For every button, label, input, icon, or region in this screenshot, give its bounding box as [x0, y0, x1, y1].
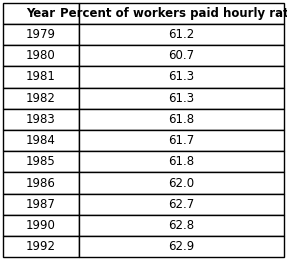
Bar: [79, 88, 284, 109]
Text: 62.0: 62.0: [168, 177, 195, 190]
Text: Percent of workers paid hourly rates: Percent of workers paid hourly rates: [60, 7, 287, 20]
Bar: [3, 215, 79, 236]
Bar: [79, 151, 284, 172]
Text: 1981: 1981: [26, 70, 56, 83]
Text: 1984: 1984: [26, 134, 56, 147]
Text: 1982: 1982: [26, 92, 56, 105]
Text: 1992: 1992: [26, 240, 56, 253]
Bar: [3, 130, 79, 151]
Text: 1983: 1983: [26, 113, 56, 126]
Bar: [79, 130, 284, 151]
Text: 61.8: 61.8: [168, 155, 195, 168]
Text: 1987: 1987: [26, 198, 56, 211]
Bar: [79, 194, 284, 215]
Bar: [79, 3, 284, 24]
Bar: [79, 215, 284, 236]
Text: 61.2: 61.2: [168, 28, 195, 41]
Bar: [3, 109, 79, 130]
Text: 62.9: 62.9: [168, 240, 195, 253]
Text: 1986: 1986: [26, 177, 56, 190]
Bar: [3, 45, 79, 66]
Bar: [3, 236, 79, 257]
Bar: [3, 88, 79, 109]
Text: 60.7: 60.7: [168, 49, 195, 62]
Bar: [79, 172, 284, 194]
Text: 1980: 1980: [26, 49, 56, 62]
Text: 1985: 1985: [26, 155, 56, 168]
Text: 61.3: 61.3: [168, 92, 195, 105]
Bar: [3, 172, 79, 194]
Bar: [79, 66, 284, 88]
Text: 61.3: 61.3: [168, 70, 195, 83]
Text: 62.7: 62.7: [168, 198, 195, 211]
Bar: [3, 66, 79, 88]
Bar: [3, 3, 79, 24]
Text: 62.8: 62.8: [168, 219, 195, 232]
Bar: [79, 236, 284, 257]
Text: 1990: 1990: [26, 219, 56, 232]
Bar: [3, 151, 79, 172]
Text: 61.7: 61.7: [168, 134, 195, 147]
Bar: [79, 24, 284, 45]
Bar: [79, 109, 284, 130]
Bar: [3, 24, 79, 45]
Text: 1979: 1979: [26, 28, 56, 41]
Text: 61.8: 61.8: [168, 113, 195, 126]
Bar: [3, 194, 79, 215]
Bar: [79, 45, 284, 66]
Text: Year: Year: [26, 7, 55, 20]
